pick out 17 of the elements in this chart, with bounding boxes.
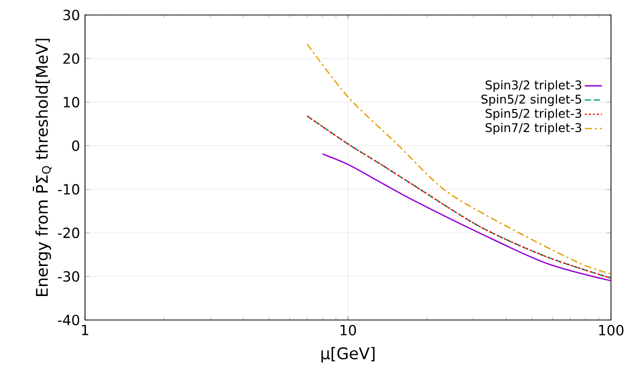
y-axis-title: Energy from P̄Σ$_{Q}$ threshold[MeV] (32, 38, 52, 296)
legend-label: Spin5/2 triplet-3 (486, 108, 582, 120)
legend-label: Spin7/2 triplet-3 (486, 122, 582, 134)
x-tick-label: 100 (599, 324, 624, 336)
y-tick-label: 20 (63, 53, 80, 64)
x-axis-title: μ[GeV] (321, 346, 375, 362)
y-tick-label: -10 (58, 184, 80, 195)
y-tick-label: -40 (58, 314, 80, 326)
x-tick-label: 10 (340, 324, 356, 336)
y-tick-label: -20 (58, 228, 80, 238)
x-tick-label: 1 (82, 324, 88, 336)
y-tick-label: 0 (72, 140, 80, 152)
y-tick-label: -30 (58, 271, 80, 282)
legend-label: Spin3/2 triplet-3 (486, 80, 582, 92)
legend-label: Spin5/2 singlet-5 (481, 94, 582, 106)
y-tick-label: 30 (63, 10, 80, 20)
y-tick-label: 10 (64, 96, 80, 108)
